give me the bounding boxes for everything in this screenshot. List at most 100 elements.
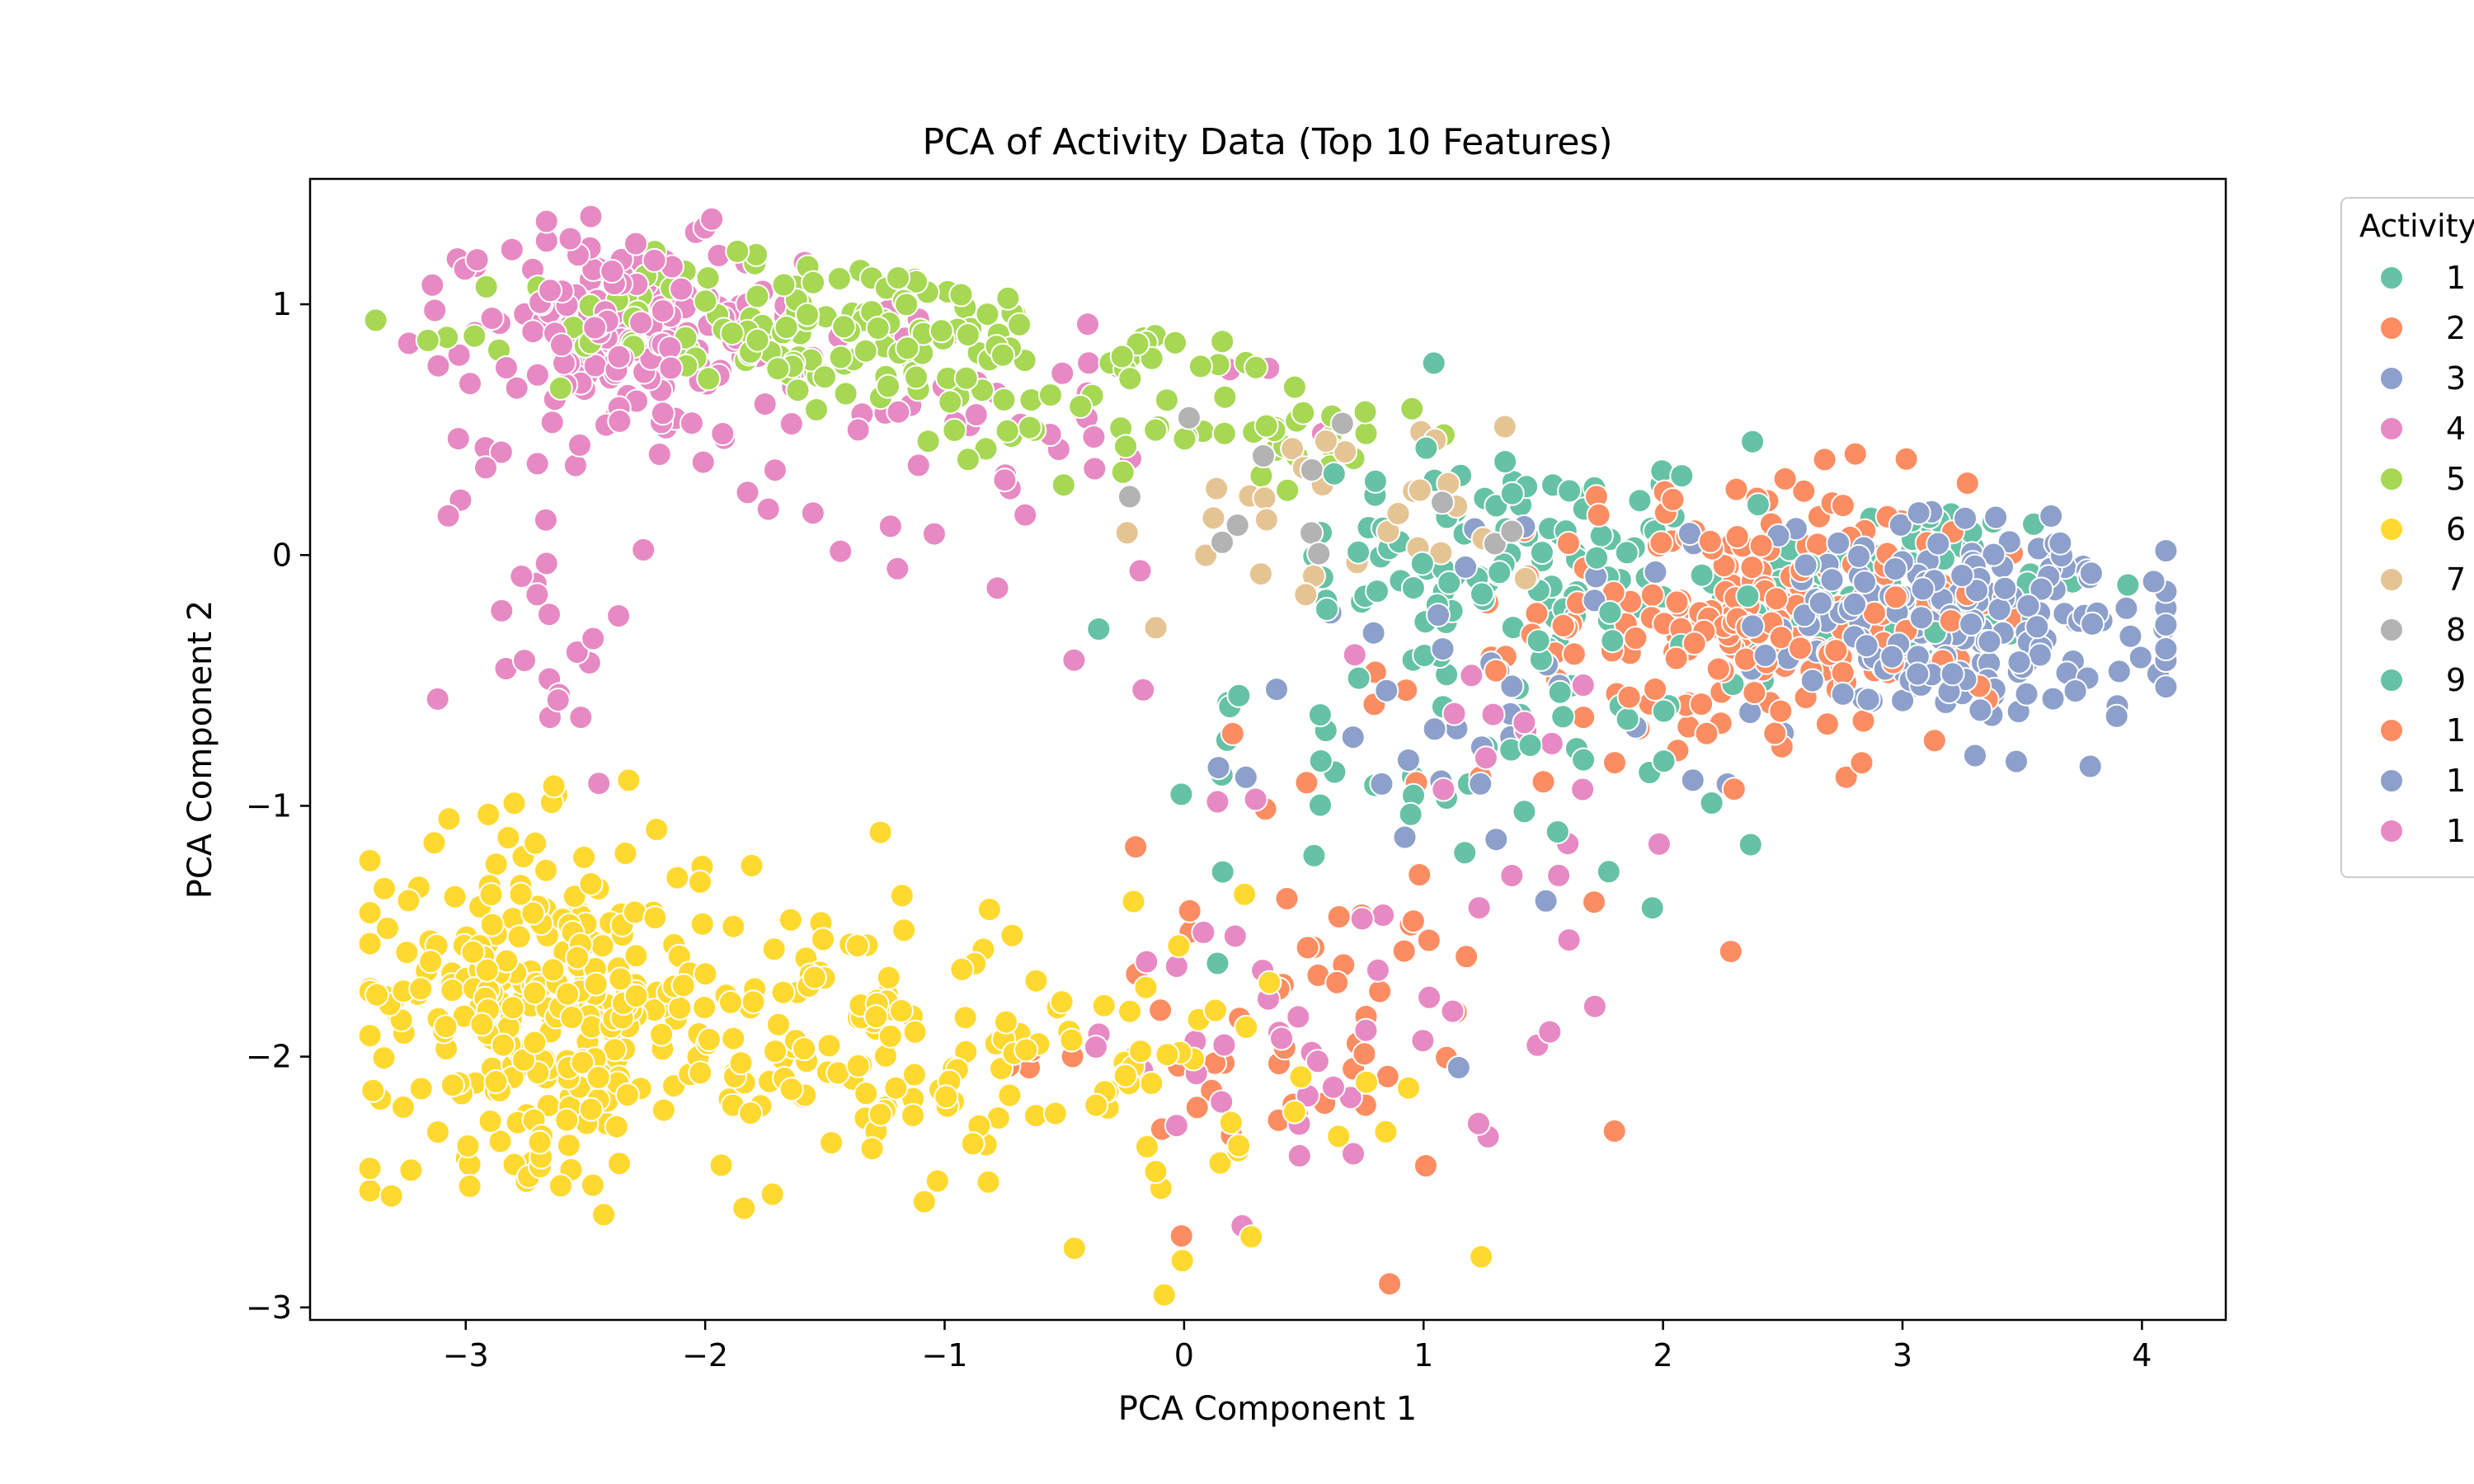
scatter-point-series-6 (548, 1173, 573, 1199)
x-tick-label: 2 (1653, 1337, 1673, 1374)
scatter-point-series-4 (446, 342, 472, 368)
scatter-point-series-6 (487, 1129, 513, 1154)
scatter-point-series-3 (2048, 530, 2073, 556)
scatter-point-series-2 (1586, 502, 1611, 528)
x-tick-label: 3 (1893, 1337, 1912, 1374)
scatter-point-series-5 (725, 238, 750, 264)
scatter-point-series-6 (483, 852, 509, 877)
scatter-point-series-4 (828, 538, 854, 564)
scatter-point-series-7 (1193, 542, 1219, 568)
scatter-point-series-1 (1169, 782, 1194, 807)
scatter-point-series-5 (1163, 330, 1188, 355)
scatter-point-series-6 (738, 1101, 764, 1126)
y-tick-label: −2 (246, 1039, 292, 1075)
scatter-point-series-6 (696, 1026, 722, 1052)
scatter-point-series-5 (886, 265, 910, 290)
scatter-point-series-6 (500, 995, 525, 1021)
scatter-point-series-4 (963, 402, 989, 428)
scatter-point-series-6 (770, 979, 796, 1005)
scatter-point-series-4 (524, 451, 550, 477)
scatter-point-series-5 (1210, 329, 1235, 355)
scatter-point-series-8 (1225, 513, 1250, 538)
scatter-point-series-6 (924, 1168, 950, 1194)
scatter-point-series-5 (745, 284, 770, 309)
scatter-point-series-5 (774, 315, 799, 340)
scatter-point-series-6 (440, 1073, 465, 1098)
scatter-point-series-6 (891, 918, 917, 943)
scatter-point-series-6 (478, 882, 504, 907)
scatter-point-series-4 (435, 503, 461, 528)
scatter-point-series-9 (1413, 435, 1439, 461)
scatter-point-series-6 (1134, 1134, 1159, 1159)
scatter-point-series-9 (1639, 895, 1665, 921)
scatter-point-series-6 (1354, 1069, 1379, 1095)
scatter-point-series-5 (1291, 400, 1316, 425)
scatter-point-series-4 (509, 564, 534, 589)
scatter-point-series-9 (1499, 481, 1525, 506)
legend-marker (2379, 819, 2404, 843)
scatter-point-series-11 (2004, 749, 2029, 774)
scatter-point-series-6 (868, 1101, 893, 1127)
scatter-point-series-4 (1286, 1143, 1312, 1168)
scatter-point-series-8 (1176, 405, 1202, 430)
scatter-point-series-6 (934, 1084, 959, 1110)
scatter-point-series-4 (1081, 425, 1107, 449)
scatter-point-series-6 (721, 1026, 746, 1051)
scatter-point-series-6 (1151, 1282, 1177, 1308)
scatter-point-series-6 (520, 900, 546, 926)
scatter-point-series-12 (623, 231, 648, 256)
plot-frame (308, 177, 2227, 1322)
scatter-point-series-2 (1274, 886, 1300, 911)
scatter-point-series-6 (1121, 889, 1146, 914)
scatter-point-series-10 (1823, 638, 1849, 664)
scatter-point-series-6 (623, 984, 649, 1008)
scatter-point-series-10 (1705, 656, 1731, 682)
scatter-point-series-10 (1721, 777, 1747, 802)
scatter-point-series-2 (1524, 601, 1550, 627)
scatter-point-series-3 (2141, 569, 2166, 594)
scatter-point-series-11 (2014, 681, 2039, 707)
scatter-point-series-5 (865, 316, 891, 340)
scatter-point-series-12 (642, 247, 667, 273)
scatter-point-series-3 (1446, 1054, 1471, 1080)
scatter-point-series-9 (1738, 832, 1763, 857)
scatter-point-series-6 (731, 1195, 757, 1221)
scatter-point-series-5 (795, 302, 820, 327)
scatter-point-series-6 (667, 995, 693, 1021)
scatter-point-series-3 (1340, 725, 1366, 750)
scatter-point-series-5 (995, 285, 1021, 311)
scatter-point-series-3 (1819, 567, 1845, 593)
scatter-point-series-6 (613, 841, 638, 866)
scatter-point-series-6 (868, 819, 893, 845)
scatter-point-series-4 (699, 206, 725, 232)
scatter-point-series-6 (642, 905, 668, 931)
scatter-point-series-6 (562, 884, 587, 909)
legend-marker (2379, 668, 2404, 693)
scatter-point-series-10 (1764, 586, 1789, 612)
scatter-point-series-1 (1205, 951, 1230, 976)
scatter-point-series-2 (1407, 862, 1432, 887)
scatter-point-series-6 (976, 897, 1002, 923)
scatter-point-series-4 (545, 688, 571, 713)
scatter-point-series-5 (1188, 354, 1213, 379)
scatter-point-series-4 (1211, 1032, 1237, 1058)
scatter-point-series-3 (1963, 743, 1987, 768)
scatter-point-series-6 (442, 884, 468, 909)
scatter-point-series-6 (455, 1134, 481, 1158)
scatter-point-series-5 (745, 327, 770, 353)
scatter-point-series-10 (1768, 698, 1794, 724)
scatter-point-series-6 (360, 1078, 386, 1103)
scatter-point-series-4 (1539, 730, 1564, 756)
scatter-point-series-2 (1531, 769, 1556, 795)
scatter-point-series-7 (1248, 561, 1273, 587)
scatter-point-series-4 (1082, 456, 1108, 481)
scatter-point-series-2 (1377, 1271, 1403, 1297)
scatter-point-series-5 (938, 389, 963, 415)
scatter-point-series-4 (533, 507, 558, 533)
scatter-point-series-8 (1430, 490, 1455, 515)
scatter-point-series-1 (1571, 747, 1597, 773)
scatter-point-series-6 (491, 1032, 516, 1058)
scatter-point-series-4 (567, 432, 592, 458)
scatter-point-series-5 (1109, 344, 1135, 369)
scatter-point-series-4 (426, 353, 451, 378)
